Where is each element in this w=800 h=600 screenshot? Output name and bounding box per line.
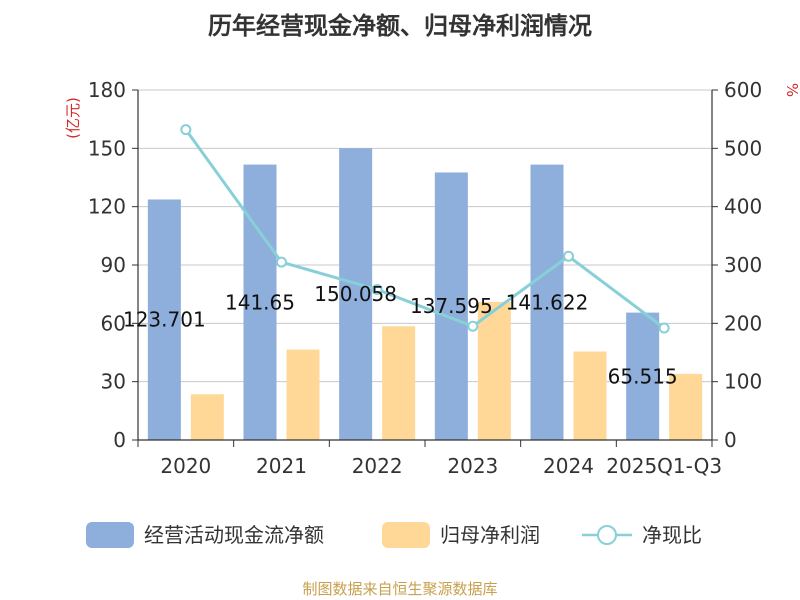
data-label-cashflow: 150.058 [314, 282, 397, 306]
bar-cashflow-2021 [243, 164, 277, 440]
legend-marker-cash-ratio [597, 525, 617, 545]
data-label-cashflow: 65.515 [608, 364, 678, 388]
bar-cashflow-2024 [530, 164, 564, 440]
source-note: 制图数据来自恒生聚源数据库 [302, 580, 498, 598]
bar-netprofit-2022 [382, 326, 416, 440]
right-tick-label: 300 [724, 253, 762, 277]
left-tick-label: 180 [88, 78, 126, 102]
bar-cashflow-2023 [434, 172, 468, 440]
x-tick-label: 2024 [543, 454, 594, 478]
data-label-cashflow: 123.701 [123, 308, 206, 332]
bar-cashflow-2020 [147, 199, 181, 440]
left-tick-label: 90 [101, 253, 126, 277]
left-axis-unit: (亿元) [64, 97, 82, 139]
left-tick-label: 30 [101, 370, 126, 394]
bar-netprofit-2024 [573, 351, 607, 440]
right-tick-label: 0 [724, 428, 737, 452]
left-tick-label: 120 [88, 195, 126, 219]
bar-netprofit-2020 [190, 394, 224, 440]
x-tick-label: 2022 [352, 454, 403, 478]
point-cash-ratio-2021 [276, 256, 287, 268]
data-label-cashflow: 137.595 [410, 294, 493, 318]
bar-cashflow-2025Q1-Q3 [626, 312, 660, 440]
legend-swatch-netprofit [382, 522, 430, 548]
legend-label-netprofit: 归母净利润 [440, 523, 540, 547]
legend-label-cash-ratio: 净现比 [642, 523, 702, 547]
bar-netprofit-2025Q1-Q3 [669, 373, 703, 440]
right-tick-label: 600 [724, 78, 762, 102]
legend-swatch-cashflow [86, 522, 134, 548]
point-cash-ratio-2020 [180, 124, 192, 136]
bar-netprofit-2021 [286, 349, 320, 440]
x-tick-label: 2021 [256, 454, 307, 478]
right-tick-label: 200 [724, 311, 762, 335]
left-tick-label: 150 [88, 136, 126, 160]
right-axis-unit: % [783, 83, 800, 97]
point-cash-ratio-2023 [467, 320, 479, 332]
legend-label-cashflow: 经营活动现金流净额 [144, 523, 324, 547]
x-tick-label: 2023 [447, 454, 498, 478]
right-tick-label: 100 [724, 370, 762, 394]
right-tick-label: 400 [724, 195, 762, 219]
x-tick-label: 2025Q1-Q3 [606, 454, 722, 478]
point-cash-ratio-2022 [371, 284, 383, 295]
point-cash-ratio-2025Q1-Q3 [658, 322, 670, 334]
left-tick-label: 0 [113, 428, 126, 452]
chart-title: 历年经营现金净额、归母净利润情况 [208, 12, 592, 40]
data-label-cashflow: 141.65 [225, 290, 295, 314]
bar-netprofit-2023 [477, 301, 511, 440]
left-tick-label: 60 [101, 311, 126, 335]
x-tick-label: 2020 [160, 454, 211, 478]
right-tick-label: 500 [724, 136, 762, 160]
bar-cashflow-2022 [339, 148, 373, 440]
line-cash-ratio [184, 128, 666, 330]
point-cash-ratio-2024 [563, 250, 574, 262]
data-label-cashflow: 141.622 [506, 290, 589, 314]
